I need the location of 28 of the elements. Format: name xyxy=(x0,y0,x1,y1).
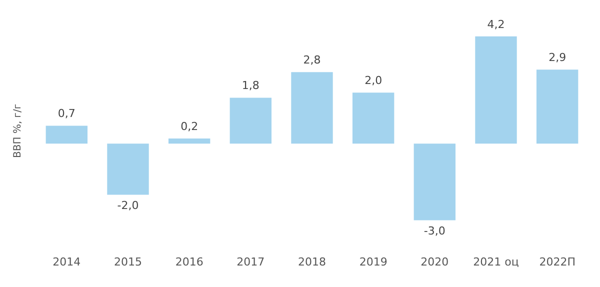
bar xyxy=(230,98,272,144)
y-axis-title: ВВП %, г/г xyxy=(12,104,24,158)
x-tick-label: 2019 xyxy=(359,255,388,268)
x-tick-label: 2016 xyxy=(175,255,204,268)
bar xyxy=(414,144,456,220)
data-label: 1,8 xyxy=(242,79,260,92)
x-tick-label: 2015 xyxy=(114,255,142,268)
data-label: -2,0 xyxy=(117,199,139,212)
bar xyxy=(168,138,210,144)
x-tick-label: 2021 оц xyxy=(473,255,519,268)
data-label: 2,8 xyxy=(303,54,321,67)
bar xyxy=(107,144,149,195)
bar xyxy=(536,70,578,144)
data-label: 0,7 xyxy=(58,107,76,120)
x-tick-label: 2022П xyxy=(539,255,576,268)
data-label: 2,9 xyxy=(548,50,566,64)
data-label: 2,0 xyxy=(364,74,382,87)
data-label: -3,0 xyxy=(424,224,446,238)
bar xyxy=(291,72,333,144)
bar xyxy=(475,36,517,144)
x-tick-label: 2018 xyxy=(298,255,326,268)
bar xyxy=(46,126,88,144)
data-label: 0,2 xyxy=(180,120,198,133)
data-label: 4,2 xyxy=(487,18,505,31)
x-tick-label: 2014 xyxy=(52,255,81,268)
x-tick-label: 2017 xyxy=(236,255,265,268)
x-tick-label: 2020 xyxy=(420,255,449,268)
bar xyxy=(352,92,394,144)
